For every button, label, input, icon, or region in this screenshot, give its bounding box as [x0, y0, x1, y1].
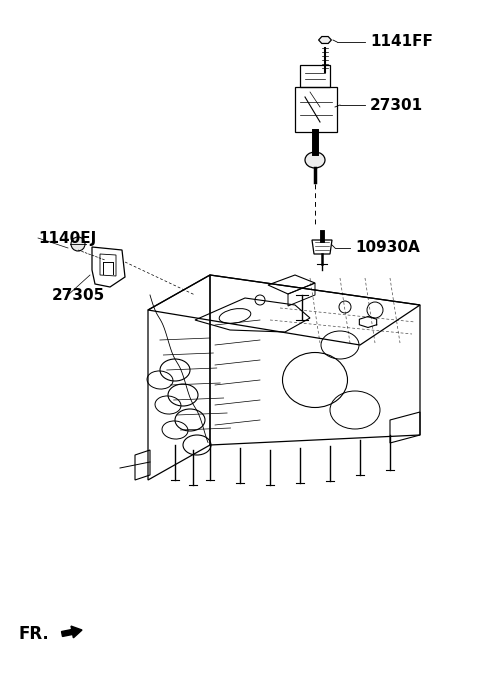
- Circle shape: [71, 237, 85, 251]
- Text: 1141FF: 1141FF: [370, 35, 433, 50]
- Text: 1140EJ: 1140EJ: [38, 231, 96, 245]
- Polygon shape: [319, 37, 331, 44]
- Ellipse shape: [305, 152, 325, 168]
- Text: 27305: 27305: [52, 288, 105, 303]
- Text: 27301: 27301: [370, 97, 423, 112]
- Text: 10930A: 10930A: [355, 241, 420, 256]
- FancyArrow shape: [61, 626, 82, 638]
- Text: FR.: FR.: [18, 625, 49, 643]
